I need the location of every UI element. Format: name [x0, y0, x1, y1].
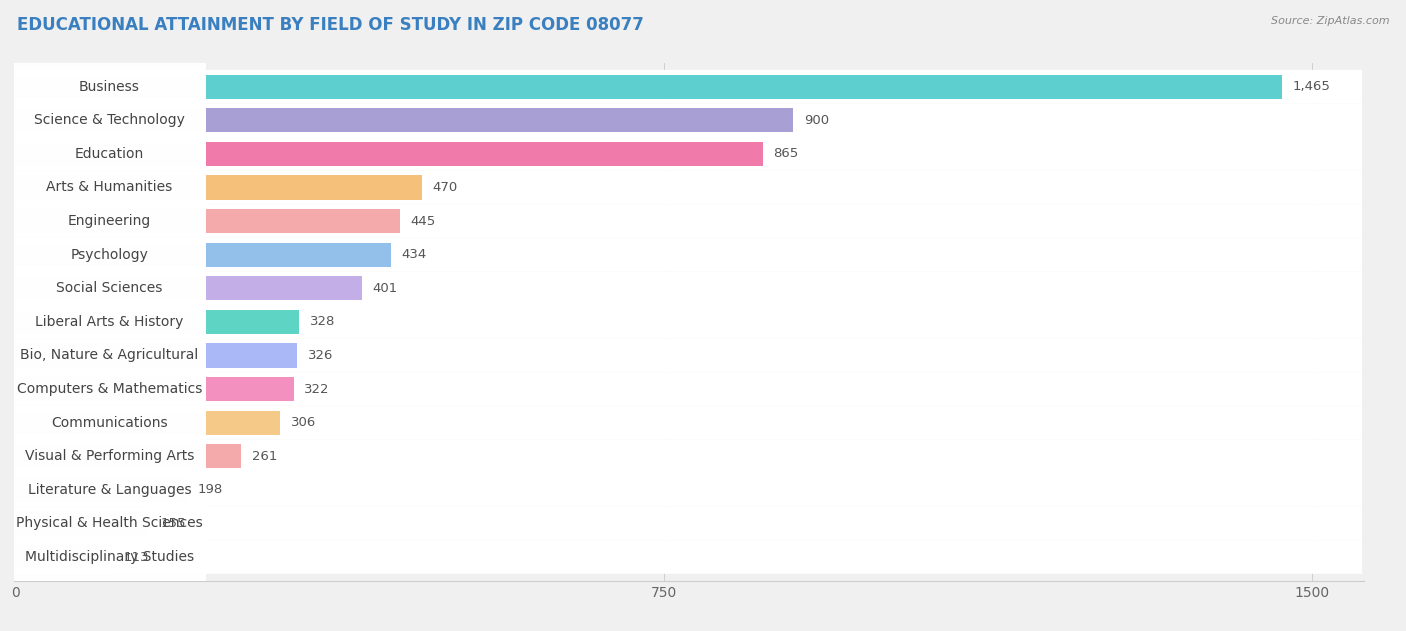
FancyBboxPatch shape — [13, 344, 205, 631]
Text: 155: 155 — [160, 517, 186, 530]
Text: Liberal Arts & History: Liberal Arts & History — [35, 315, 184, 329]
Text: Multidisciplinary Studies: Multidisciplinary Studies — [25, 550, 194, 564]
Text: Visual & Performing Arts: Visual & Performing Arts — [25, 449, 194, 463]
Text: 434: 434 — [401, 248, 426, 261]
FancyBboxPatch shape — [14, 406, 1362, 439]
Bar — [15, 511, 149, 536]
FancyBboxPatch shape — [13, 75, 205, 367]
Text: Education: Education — [75, 147, 145, 161]
Bar — [15, 242, 391, 267]
FancyBboxPatch shape — [14, 170, 1362, 204]
FancyBboxPatch shape — [14, 70, 1362, 103]
FancyBboxPatch shape — [14, 204, 1362, 238]
FancyBboxPatch shape — [13, 411, 205, 631]
Text: 261: 261 — [252, 450, 277, 463]
FancyBboxPatch shape — [13, 209, 205, 501]
FancyBboxPatch shape — [13, 310, 205, 602]
Text: Social Sciences: Social Sciences — [56, 281, 163, 295]
Bar — [15, 545, 114, 569]
FancyBboxPatch shape — [14, 271, 1362, 305]
Text: Engineering: Engineering — [67, 214, 152, 228]
Text: 900: 900 — [804, 114, 830, 127]
Text: 322: 322 — [305, 382, 330, 396]
Bar — [15, 343, 298, 367]
Text: 401: 401 — [373, 281, 398, 295]
Bar — [15, 209, 401, 233]
Text: Bio, Nature & Agricultural: Bio, Nature & Agricultural — [21, 348, 198, 362]
Text: 445: 445 — [411, 215, 436, 228]
FancyBboxPatch shape — [13, 176, 205, 468]
Text: 470: 470 — [432, 181, 457, 194]
Bar — [15, 276, 363, 300]
FancyBboxPatch shape — [14, 473, 1362, 507]
Text: 1,465: 1,465 — [1292, 80, 1330, 93]
Text: Physical & Health Sciences: Physical & Health Sciences — [17, 516, 202, 531]
Bar — [15, 377, 294, 401]
Text: 198: 198 — [197, 483, 222, 497]
FancyBboxPatch shape — [13, 143, 205, 434]
Text: 113: 113 — [124, 550, 149, 563]
Text: 326: 326 — [308, 349, 333, 362]
FancyBboxPatch shape — [14, 439, 1362, 473]
Bar — [15, 478, 187, 502]
Text: Source: ZipAtlas.com: Source: ZipAtlas.com — [1271, 16, 1389, 26]
Text: Business: Business — [79, 80, 141, 93]
FancyBboxPatch shape — [13, 109, 205, 401]
FancyBboxPatch shape — [13, 8, 205, 300]
Text: Psychology: Psychology — [70, 247, 149, 262]
Text: Arts & Humanities: Arts & Humanities — [46, 180, 173, 194]
Bar — [15, 411, 280, 435]
Text: 306: 306 — [291, 416, 316, 429]
FancyBboxPatch shape — [14, 339, 1362, 372]
FancyBboxPatch shape — [13, 277, 205, 569]
FancyBboxPatch shape — [13, 42, 205, 333]
FancyBboxPatch shape — [14, 238, 1362, 271]
Bar — [15, 444, 242, 468]
FancyBboxPatch shape — [13, 0, 205, 232]
FancyBboxPatch shape — [14, 305, 1362, 339]
FancyBboxPatch shape — [13, 0, 205, 266]
Bar — [15, 74, 1282, 98]
Bar — [15, 310, 299, 334]
FancyBboxPatch shape — [14, 103, 1362, 137]
FancyBboxPatch shape — [14, 507, 1362, 540]
Text: 328: 328 — [309, 316, 335, 328]
FancyBboxPatch shape — [14, 137, 1362, 170]
Text: Science & Technology: Science & Technology — [34, 113, 186, 127]
Text: Communications: Communications — [51, 416, 167, 430]
Text: Literature & Languages: Literature & Languages — [28, 483, 191, 497]
Bar — [15, 142, 763, 166]
FancyBboxPatch shape — [13, 377, 205, 631]
FancyBboxPatch shape — [14, 372, 1362, 406]
Text: Computers & Mathematics: Computers & Mathematics — [17, 382, 202, 396]
FancyBboxPatch shape — [13, 243, 205, 535]
Text: EDUCATIONAL ATTAINMENT BY FIELD OF STUDY IN ZIP CODE 08077: EDUCATIONAL ATTAINMENT BY FIELD OF STUDY… — [17, 16, 644, 34]
Text: 865: 865 — [773, 147, 799, 160]
Bar — [15, 108, 793, 133]
FancyBboxPatch shape — [14, 540, 1362, 574]
Bar — [15, 175, 422, 199]
